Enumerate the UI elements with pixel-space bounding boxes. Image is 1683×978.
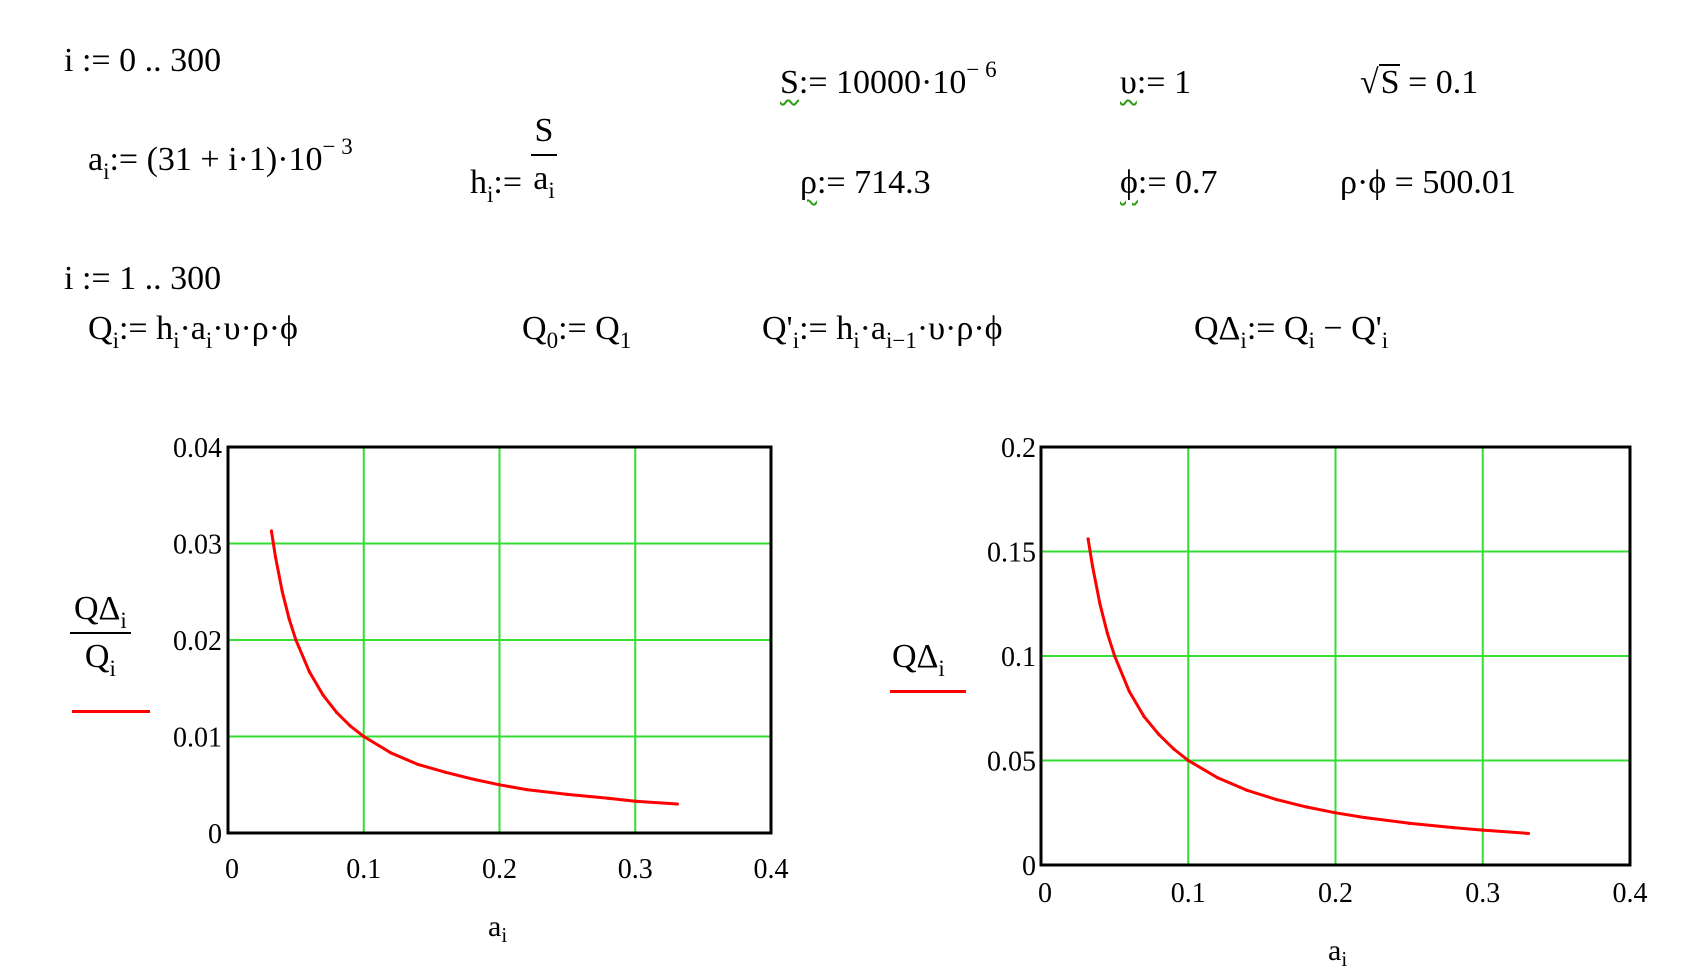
Qprime-definition: Q'i:= hi·ai−1·υ·ρ·ϕ <box>762 310 1003 353</box>
range-def-1: i := 0 .. 300 <box>64 42 222 79</box>
chart1-data-point <box>307 670 312 674</box>
chart1-data-point <box>443 770 447 774</box>
chart2-data-point <box>1157 732 1161 736</box>
chart1-data-point <box>416 762 420 767</box>
chart1-ytick-label: 0.01 <box>173 723 222 754</box>
chart1-ytick-label: 0 <box>208 819 222 850</box>
chart1-data-point <box>606 796 610 800</box>
chart2-data-point <box>1451 825 1455 830</box>
chart2-data-point <box>1407 821 1411 825</box>
chart1-data-point <box>565 792 569 797</box>
chart2-ytick-label: 0.2 <box>1001 433 1036 464</box>
chart1-ytick-label: 0.02 <box>173 626 222 657</box>
upsilon-definition: υ:= 1 <box>1120 64 1191 101</box>
chart1-data-point <box>335 710 339 714</box>
chart1-data-point <box>287 617 291 621</box>
sqrt-S-result: √S = 0.1 <box>1360 64 1479 101</box>
chart2-data-point <box>1275 797 1279 802</box>
chart2-data-point <box>1333 811 1338 815</box>
S-definition: S:= 10000·10− 6 <box>780 57 997 101</box>
chart2-data-point <box>1363 815 1367 820</box>
chart1-data-point <box>525 787 529 792</box>
chart1-data-point <box>362 734 366 739</box>
chart1-xtick-label: 0.2 <box>482 854 517 885</box>
Qdelta-definition: QΔi:= Qi − Q'i <box>1194 310 1389 353</box>
chart1-data-point <box>348 724 352 728</box>
chart1-ytick-label: 0.04 <box>173 433 222 464</box>
a-definition: ai:= (31 + i·1)·10− 3 <box>88 134 353 184</box>
chart2-ylabel: QΔi <box>892 638 945 681</box>
chart2-data-point <box>1127 689 1131 694</box>
chart2-data-point <box>1216 776 1220 780</box>
chart2-data-point <box>1098 602 1102 606</box>
chart1-frame <box>226 445 773 835</box>
chart2-plot: 0 0.1 0.2 0.3 0.4 0 0.05 0.1 0.15 0.2 <box>987 433 1648 909</box>
chart1-xtick-label: 0.3 <box>618 854 653 885</box>
chart1-data-point <box>389 751 393 755</box>
rho-phi-result: ρ·ϕ = 500.01 <box>1340 164 1516 201</box>
rho-definition: ρ:= 714.3 <box>800 164 931 201</box>
chart1-ytick-label: 0.03 <box>173 530 222 561</box>
chart1-data-point <box>269 529 274 533</box>
chart2-ytick-label: 0.1 <box>1001 642 1036 673</box>
chart1-data-point <box>675 802 679 806</box>
chart2-data-point <box>1113 654 1117 658</box>
chart2-legend-line <box>890 690 966 693</box>
chart1-series-line <box>269 530 678 806</box>
chart2-data-point <box>1526 831 1530 836</box>
chart2-xlabel: ai <box>1328 934 1348 971</box>
chart2-data-point <box>1090 564 1095 568</box>
chart2-data-point <box>1105 631 1109 635</box>
chart2-series-line <box>1086 538 1529 835</box>
h-definition: hi:= S ai <box>470 112 558 206</box>
Q-definition: Qi:= hi·ai·υ·ρ·ϕ <box>88 310 298 353</box>
chart1-legend-line <box>72 710 150 713</box>
chart1-plot: 0 0.1 0.2 0.3 0.4 0 0.01 0.02 0.03 0.04 <box>173 433 789 885</box>
chart1-xtick-label: 0.4 <box>754 854 789 885</box>
chart1-data-point <box>273 555 278 559</box>
chart2-data-point <box>1086 537 1090 541</box>
chart1-data-point <box>280 590 284 594</box>
chart2-ytick-label: 0 <box>1022 851 1036 882</box>
chart2-data-point <box>1245 788 1249 792</box>
chart1-xlabel: ai <box>488 910 508 947</box>
chart1-xtick-label: 0.1 <box>346 854 381 885</box>
chart2-data-point <box>1142 715 1146 719</box>
chart1-data-point <box>633 799 637 803</box>
chart2-ytick-label: 0.15 <box>987 538 1036 569</box>
chart2-xtick-label: 0.1 <box>1171 878 1206 909</box>
chart2-xtick-label: 0.4 <box>1613 878 1648 909</box>
chart1-data-point <box>321 693 325 697</box>
chart1-xtick-label: 0 <box>225 854 239 885</box>
chart2-xtick-label: 0.2 <box>1318 878 1353 909</box>
chart2-xtick-label: 0.3 <box>1465 878 1500 909</box>
chart2-data-point <box>1186 758 1190 763</box>
chart2-frame <box>1039 445 1632 867</box>
Q0-definition: Q0:= Q1 <box>522 310 632 353</box>
chart2-xtick-label: 0 <box>1038 878 1052 909</box>
chart1-data-point <box>470 777 474 781</box>
chart2-data-point <box>1481 828 1485 832</box>
phi-definition: ϕ:= 0.7 <box>1120 164 1218 201</box>
range-def-2: i := 1 .. 300 <box>64 260 222 297</box>
chart1-data-point <box>294 638 298 642</box>
chart2-data-point <box>1304 805 1308 809</box>
chart2-data-point <box>1171 747 1176 751</box>
chart1-data-point <box>497 783 502 787</box>
chart1-ylabel: QΔi Qi <box>70 592 131 680</box>
chart2-ytick-label: 0.05 <box>987 747 1036 778</box>
